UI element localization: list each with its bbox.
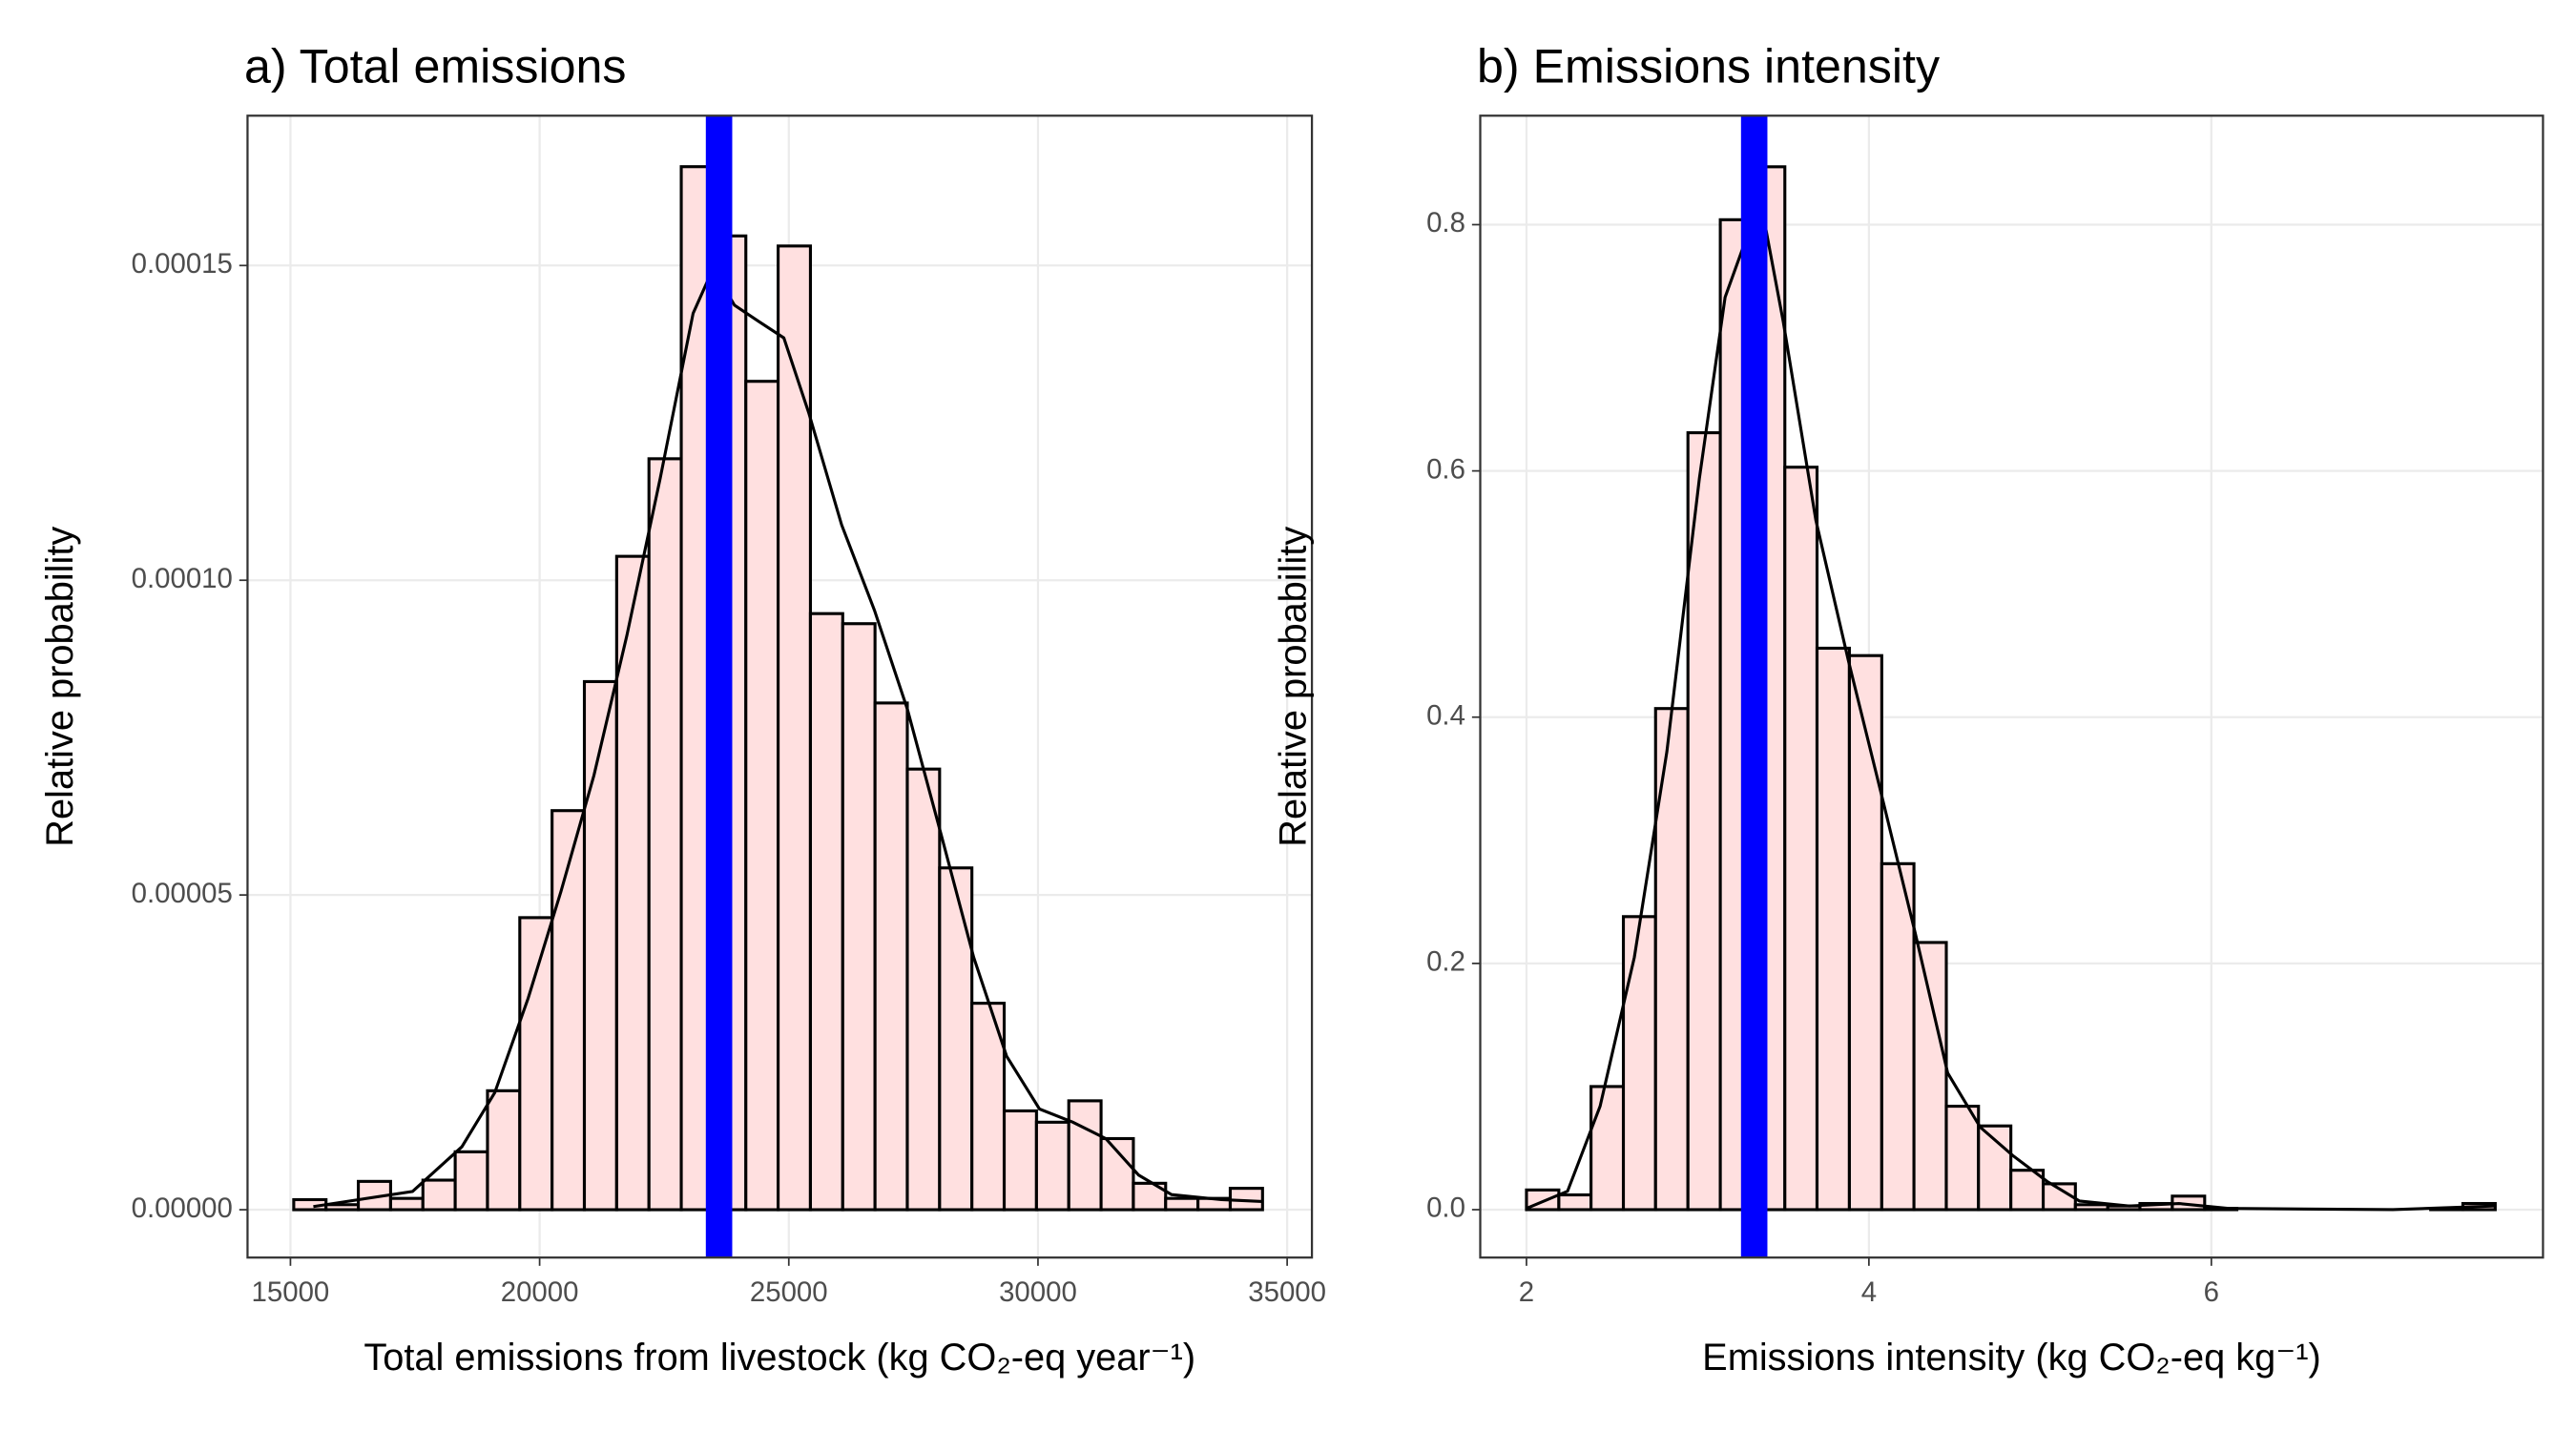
chart-title: a) Total emissions [244,40,627,93]
x-axis-title: Emissions intensity (kg CO₂-eq kg⁻¹) [1702,1337,2321,1379]
histogram-bar [1912,941,1948,1212]
histogram-bar [905,767,942,1212]
histogram-bar [647,457,683,1212]
histogram-bar [486,1089,522,1212]
histogram-bar [1944,1105,1981,1212]
histogram-bar [388,1196,425,1212]
histogram-bar [873,701,909,1212]
x-tick-label: 15000 [252,1276,330,1308]
histogram-bar [1783,466,1819,1212]
y-tick-label: 0.00010 [132,563,233,594]
histogram-bar [1621,915,1657,1212]
x-axis-title: Total emissions from livestock (kg CO₂-e… [364,1337,1195,1379]
x-tick-label: 6 [2204,1276,2219,1308]
panel-border [246,114,1314,1259]
y-tick-label: 0.6 [1426,453,1465,485]
histogram-bar [808,612,844,1212]
histogram-bar [1067,1099,1103,1212]
histogram-bar [1589,1085,1626,1212]
histogram-bar [1686,431,1722,1212]
x-tick-label: 20000 [501,1276,579,1308]
histogram-bar [1132,1181,1168,1212]
histogram-bar [744,380,780,1212]
y-tick-label: 0.00005 [132,878,233,909]
histogram-bar [582,679,618,1212]
histogram-bar [970,1002,1007,1212]
y-tick-label: 0.00015 [132,248,233,280]
panel-border [1479,114,2545,1259]
x-tick-label: 4 [1861,1276,1877,1308]
x-tick-label: 25000 [750,1276,828,1308]
histogram-bar [1847,653,1883,1212]
y-axis-title: Relative probability [39,527,81,847]
histogram-bar [938,866,974,1212]
histogram-bar [2073,1203,2109,1212]
chart-title: b) Emissions intensity [1477,40,1940,93]
histogram-bar [1815,646,1851,1212]
histogram-bar [1880,861,1916,1212]
density-curve [1526,229,2496,1212]
y-tick-label: 0.8 [1426,207,1465,238]
histogram-bar [777,244,812,1212]
histogram-bar [1034,1120,1070,1212]
y-tick-label: 0.0 [1426,1192,1465,1224]
y-tick-label: 0.4 [1426,700,1465,732]
histogram-bar [421,1178,457,1212]
x-tick-label: 35000 [1248,1276,1326,1308]
histogram-bar [1557,1192,1593,1212]
density-curve [313,265,1263,1209]
histogram-bar [1164,1196,1200,1212]
x-tick-label: 30000 [999,1276,1077,1308]
y-tick-label: 0.2 [1426,946,1465,978]
histogram-bar [453,1150,489,1212]
histogram-bar [324,1203,361,1212]
histogram-bar [1002,1109,1038,1212]
histogram-bar [841,622,877,1212]
histogram-bar [518,916,554,1212]
y-tick-label: 0.00000 [132,1192,233,1224]
y-axis-title: Relative probability [1272,527,1314,847]
x-tick-label: 2 [1519,1276,1534,1308]
